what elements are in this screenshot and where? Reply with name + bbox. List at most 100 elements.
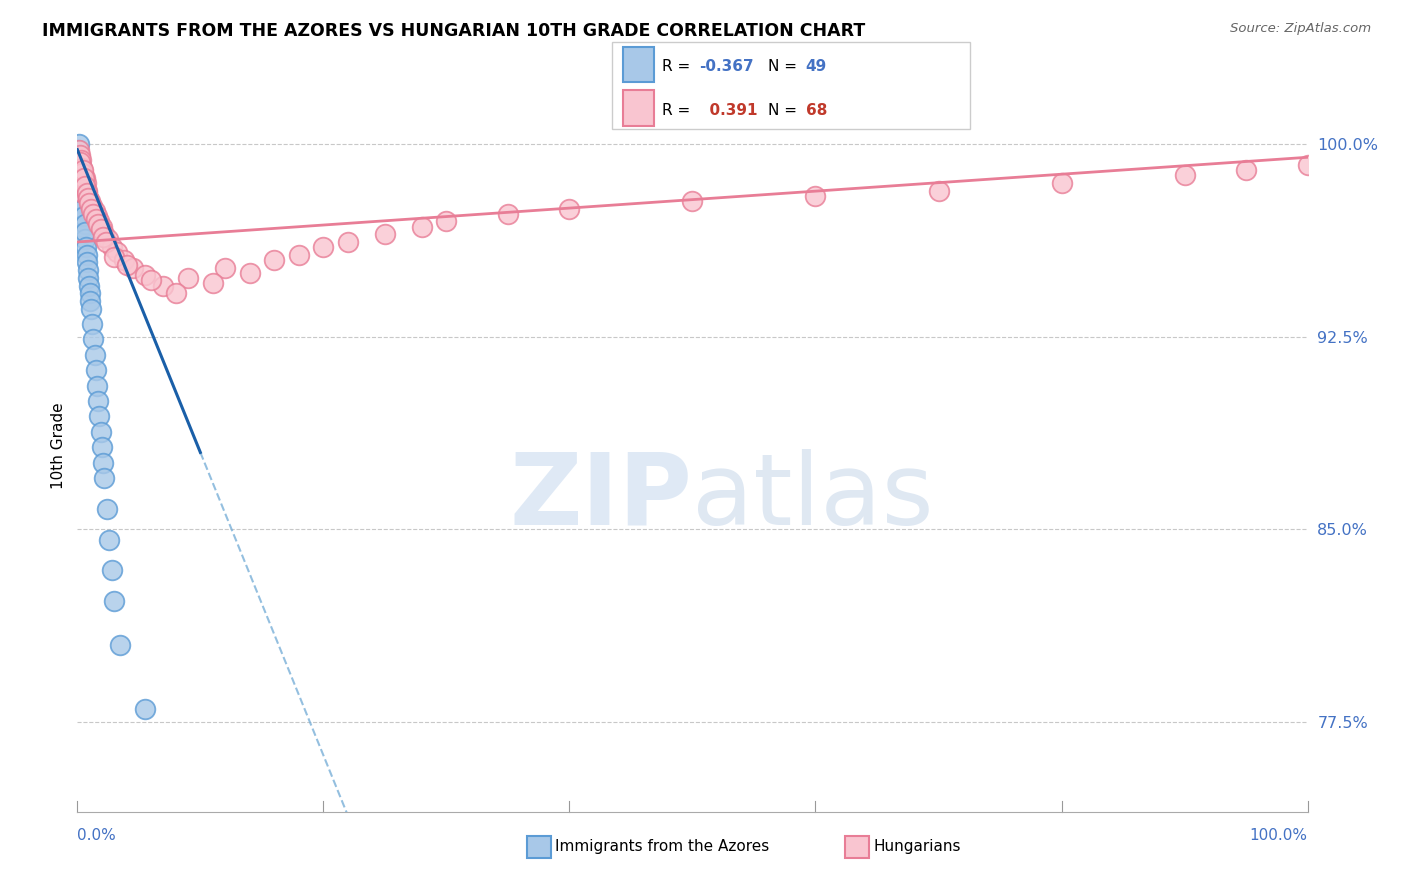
Point <box>70 173 93 187</box>
Point <box>436 214 458 228</box>
Point <box>89 409 111 424</box>
Point <box>79 194 101 208</box>
Point <box>496 207 519 221</box>
Point <box>239 266 262 280</box>
Point <box>73 170 96 185</box>
Point <box>152 278 174 293</box>
Point <box>70 191 93 205</box>
Point <box>86 209 108 223</box>
Point <box>101 564 124 578</box>
Point <box>67 158 90 172</box>
Point <box>67 150 90 164</box>
Point <box>76 184 98 198</box>
Point <box>69 194 91 208</box>
Point <box>312 240 335 254</box>
Point <box>79 286 101 301</box>
Point <box>76 255 98 269</box>
Point <box>928 184 950 198</box>
Point <box>84 211 107 226</box>
Point <box>288 248 311 262</box>
Point <box>411 219 433 234</box>
Point <box>67 143 90 157</box>
Point <box>70 173 93 187</box>
Point <box>103 594 125 608</box>
Point <box>66 150 89 164</box>
Point <box>75 178 97 193</box>
Point <box>87 217 110 231</box>
Point <box>69 155 91 169</box>
Point <box>67 137 90 152</box>
Text: Immigrants from the Azores: Immigrants from the Azores <box>555 839 769 854</box>
Point <box>76 263 98 277</box>
Point <box>558 202 581 216</box>
Point <box>115 258 138 272</box>
Point <box>80 202 103 216</box>
Point <box>110 638 132 652</box>
Point <box>70 181 93 195</box>
Text: R =: R = <box>662 59 696 74</box>
Point <box>83 204 105 219</box>
Point <box>66 143 89 157</box>
Point <box>83 348 105 362</box>
Point <box>73 217 96 231</box>
Point <box>87 394 110 409</box>
Y-axis label: 10th Grade: 10th Grade <box>51 402 66 490</box>
Point <box>69 147 91 161</box>
Point <box>89 214 111 228</box>
Point <box>82 207 104 221</box>
Point <box>134 702 156 716</box>
Text: IMMIGRANTS FROM THE AZORES VS HUNGARIAN 10TH GRADE CORRELATION CHART: IMMIGRANTS FROM THE AZORES VS HUNGARIAN … <box>42 22 866 40</box>
Point <box>1174 168 1197 182</box>
Point <box>72 163 94 178</box>
Point <box>70 166 93 180</box>
Point <box>77 271 100 285</box>
Point <box>90 222 112 236</box>
Text: -0.367: -0.367 <box>699 59 754 74</box>
Point <box>93 471 115 485</box>
Point <box>90 219 114 234</box>
Point <box>93 227 115 242</box>
Point <box>76 186 98 201</box>
Point <box>67 168 90 182</box>
Point <box>75 240 97 254</box>
Point <box>91 230 114 244</box>
Point <box>804 188 827 202</box>
Point <box>1234 163 1257 178</box>
Point <box>90 425 112 439</box>
Point <box>112 252 135 267</box>
Point <box>70 209 93 223</box>
Point <box>214 260 236 275</box>
Text: Source: ZipAtlas.com: Source: ZipAtlas.com <box>1230 22 1371 36</box>
Point <box>105 245 128 260</box>
Point <box>141 273 163 287</box>
Point <box>72 186 94 201</box>
Point <box>98 533 121 547</box>
Text: 49: 49 <box>806 59 827 74</box>
Text: R =: R = <box>662 103 696 118</box>
Point <box>76 248 98 262</box>
Point <box>73 232 96 246</box>
Point <box>84 363 107 377</box>
Point <box>1050 176 1073 190</box>
Point <box>70 202 93 216</box>
Point <box>121 260 143 275</box>
Point <box>72 202 94 216</box>
Point <box>75 225 97 239</box>
Text: 0.391: 0.391 <box>699 103 758 118</box>
Point <box>69 184 91 198</box>
Point <box>91 456 114 470</box>
Point <box>76 191 98 205</box>
Point <box>682 194 704 208</box>
Point <box>69 176 91 190</box>
Point <box>201 276 224 290</box>
Point <box>69 168 91 182</box>
Text: N =: N = <box>768 103 801 118</box>
Point <box>69 155 91 169</box>
Point <box>70 153 93 167</box>
Point <box>70 188 93 202</box>
Point <box>96 501 118 516</box>
Point <box>97 232 120 246</box>
Point <box>90 440 114 454</box>
Point <box>79 293 101 308</box>
Point <box>80 301 103 316</box>
